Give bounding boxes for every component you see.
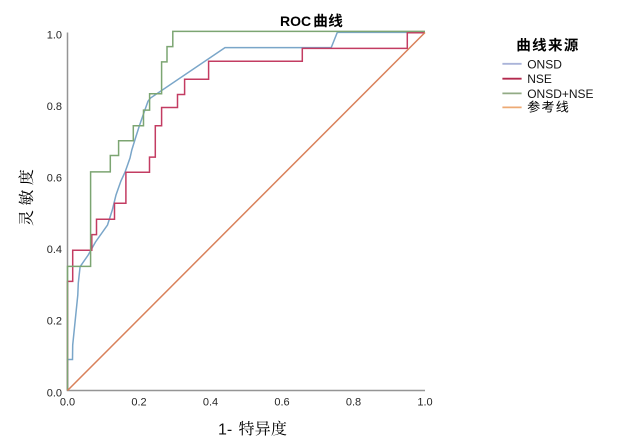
svg-text:0.2: 0.2 <box>47 316 62 328</box>
svg-text:1.0: 1.0 <box>417 397 432 409</box>
svg-text:0.6: 0.6 <box>274 397 289 409</box>
svg-text:0.6: 0.6 <box>47 173 62 185</box>
svg-text:0.4: 0.4 <box>203 397 218 409</box>
svg-text:1-: 1- <box>218 421 232 438</box>
svg-text:0.0: 0.0 <box>60 397 75 409</box>
svg-text:0.8: 0.8 <box>346 397 361 409</box>
svg-text:0.0: 0.0 <box>47 387 62 399</box>
svg-text:1.0: 1.0 <box>47 29 62 41</box>
svg-text:0.4: 0.4 <box>47 244 62 256</box>
svg-text:0.8: 0.8 <box>47 101 62 113</box>
svg-text:ONSD+NSE: ONSD+NSE <box>527 87 593 101</box>
svg-text:NSE: NSE <box>527 72 552 86</box>
svg-text:0.2: 0.2 <box>131 397 146 409</box>
svg-text:ONSD: ONSD <box>527 57 562 71</box>
svg-text:ROC: ROC <box>280 13 311 29</box>
